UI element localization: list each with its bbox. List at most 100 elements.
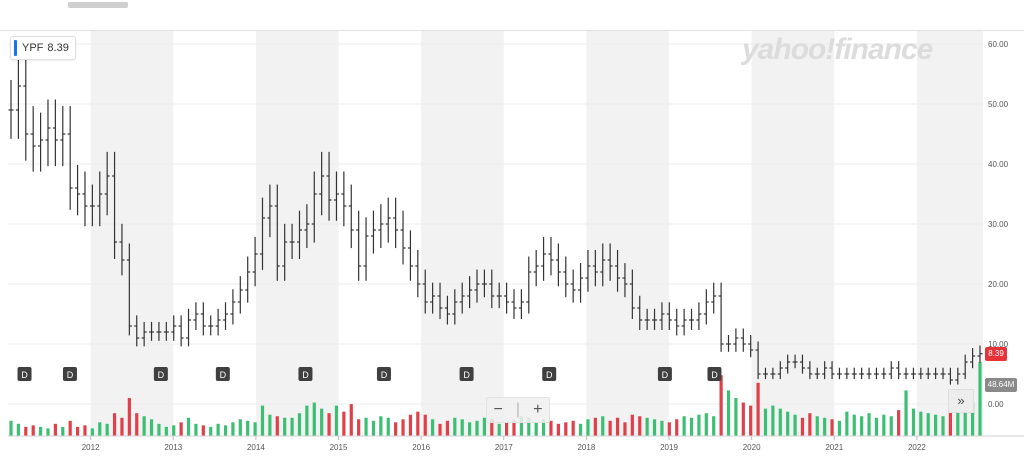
volume-bar <box>578 423 583 436</box>
volume-bar <box>608 420 612 436</box>
volume-bar <box>31 425 35 436</box>
x-tick-label: 2015 <box>330 443 348 452</box>
volume-bar <box>623 422 627 436</box>
ticker-legend[interactable]: YPF 8.39 <box>10 36 76 60</box>
volume-bar <box>756 382 760 436</box>
x-tick-label: 2016 <box>412 443 430 452</box>
volume-bar <box>978 362 982 436</box>
year-band <box>751 30 835 436</box>
volume-bar <box>541 419 546 436</box>
dividend-marker-label: D <box>21 370 28 380</box>
volume-bar <box>46 428 50 436</box>
dividend-marker-label: D <box>711 370 718 380</box>
volume-bar <box>68 420 72 436</box>
volume-bar <box>586 419 590 436</box>
volume-bar <box>201 425 205 436</box>
volume-bar <box>135 413 139 436</box>
volume-bar <box>260 405 265 436</box>
y-tick-label: 10.00 <box>988 340 1009 349</box>
volume-bar <box>268 414 272 436</box>
volume-bar <box>556 423 560 436</box>
volume-bar <box>246 420 250 436</box>
scroll-right-button[interactable]: » <box>948 389 974 413</box>
volume-bar <box>386 417 390 436</box>
volume-bar <box>38 426 43 436</box>
volume-bar <box>630 414 634 436</box>
zoom-controls: − | + <box>486 397 550 423</box>
volume-bar <box>593 417 597 436</box>
y-tick-label: 0.00 <box>988 400 1004 409</box>
volume-bar <box>61 426 65 436</box>
y-tick-label: 40.00 <box>988 160 1009 169</box>
x-tick-label: 2017 <box>495 443 513 452</box>
volume-bar <box>941 416 945 436</box>
y-tick-label: 30.00 <box>988 220 1009 229</box>
y-tick-label: 60.00 <box>988 40 1009 49</box>
volume-bar <box>120 417 124 436</box>
volume-bar <box>904 390 908 436</box>
volume-bar <box>371 420 376 436</box>
volume-bar <box>823 417 827 436</box>
volume-bar <box>889 416 893 436</box>
dividend-marker <box>657 367 672 381</box>
series-color-swatch <box>14 40 17 56</box>
volume-bar <box>297 413 302 436</box>
x-tick-label: 2022 <box>908 443 926 452</box>
volume-bar <box>638 416 642 436</box>
header-overflow <box>68 2 128 8</box>
dividend-marker-label: D <box>662 370 669 380</box>
volume-bar <box>253 422 257 436</box>
volume-bar <box>786 411 790 436</box>
volume-bar <box>105 423 109 436</box>
volume-bar <box>948 410 953 436</box>
volume-bar <box>527 417 531 436</box>
dividend-marker <box>298 367 313 381</box>
zoom-in-button[interactable]: + <box>533 401 543 418</box>
volume-bar <box>16 423 20 436</box>
volume-bar <box>963 405 967 436</box>
volume-bar <box>357 419 361 436</box>
volume-bar <box>194 423 198 436</box>
volume-bar <box>416 411 420 436</box>
dividend-marker-label: D <box>302 370 309 380</box>
volume-bar <box>490 419 494 436</box>
volume-bar <box>216 423 220 436</box>
volume-bar <box>334 405 339 436</box>
dividend-marker-label: D <box>220 370 227 380</box>
yahoo-finance-watermark: yahoo!finance <box>742 33 933 66</box>
volume-bar <box>438 423 442 436</box>
volume-bar <box>305 405 309 436</box>
zoom-separator: | <box>515 401 521 418</box>
volume-bar <box>327 413 331 436</box>
dividend-marker <box>153 367 168 381</box>
zoom-out-button[interactable]: − <box>493 401 503 418</box>
volume-bar <box>734 398 738 436</box>
dividend-marker-label: D <box>381 370 388 380</box>
volume-bar <box>660 420 664 436</box>
volume-bar <box>601 416 605 436</box>
volume-bar <box>172 425 176 436</box>
volume-bar <box>704 413 708 436</box>
ticker-price: 8.39 <box>47 42 69 54</box>
dividend-marker <box>707 367 722 381</box>
x-tick-label: 2019 <box>660 443 678 452</box>
volume-bar <box>283 417 287 436</box>
volume-bar <box>749 405 753 436</box>
volume-bar <box>408 414 413 436</box>
volume-tag: 48.64M <box>985 378 1017 392</box>
volume-bar <box>675 419 679 436</box>
volume-bar <box>290 417 294 436</box>
volume-bar <box>401 419 405 436</box>
volume-bar <box>667 422 671 436</box>
volume-bar <box>342 411 346 436</box>
volume-bar <box>860 416 864 436</box>
volume-bar <box>845 411 849 436</box>
volume-bar <box>209 426 213 436</box>
volume-bar <box>837 420 842 436</box>
volume-bar <box>149 419 154 436</box>
volume-bar <box>445 420 450 436</box>
dividend-marker <box>17 367 32 381</box>
dividend-marker <box>376 367 391 381</box>
volume-bar <box>24 426 28 436</box>
